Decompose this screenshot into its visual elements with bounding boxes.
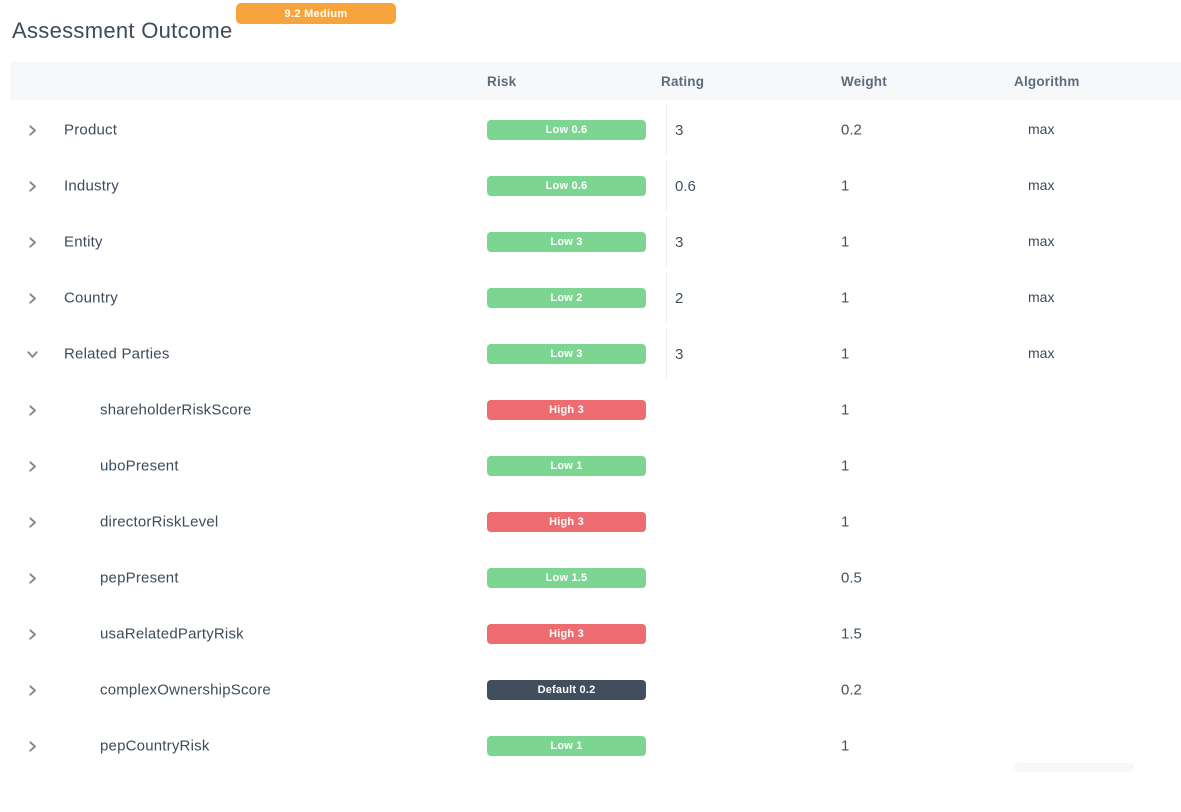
row-label: Related Parties [64,345,170,363]
column-header-weight: Weight [841,73,887,89]
rating-cell [666,385,786,435]
rating-value: 0.6 [675,177,696,195]
table-row[interactable]: Product Low 0.6 3 0.2 max [0,102,1181,158]
chevron-right-icon[interactable] [24,458,40,474]
weight-value: 0.2 [841,121,862,139]
table-row[interactable]: Country Low 2 2 1 max [0,270,1181,326]
row-label: directorRiskLevel [100,513,219,531]
row-label: Country [64,289,118,307]
row-label: complexOwnershipScore [100,681,271,699]
algorithm-value: max [1028,289,1055,306]
table-row[interactable]: complexOwnershipScore Default 0.2 0.2 [0,662,1181,718]
weight-value: 1 [841,177,850,195]
weight-value: 1 [841,345,850,363]
weight-value: 1 [841,233,850,251]
weight-value: 1 [841,737,850,755]
weight-value: 1.5 [841,625,862,643]
rating-cell [666,497,786,547]
algorithm-value: max [1028,177,1055,194]
risk-pill: Low 0.6 [487,120,646,140]
table-row[interactable]: Industry Low 0.6 0.6 1 max [0,158,1181,214]
page-header: Assessment Outcome [12,16,233,46]
row-label: usaRelatedPartyRisk [100,625,244,643]
rating-cell [666,441,786,491]
risk-pill: Default 0.2 [487,680,646,700]
chevron-right-icon[interactable] [24,122,40,138]
rating-value: 3 [675,121,684,139]
risk-pill: High 3 [487,624,646,644]
row-label: Product [64,121,118,139]
table-header: Risk Rating Weight Algorithm [10,62,1181,100]
algorithm-value: max [1028,345,1055,362]
table-row[interactable]: shareholderRiskScore High 3 1 [0,382,1181,438]
algorithm-value: max [1028,121,1055,138]
rating-cell [666,609,786,659]
row-label: shareholderRiskScore [100,401,252,419]
table-row[interactable]: pepPresent Low 1.5 0.5 [0,550,1181,606]
chevron-right-icon[interactable] [24,682,40,698]
row-label: uboPresent [100,457,179,475]
faint-panel-edge [1014,763,1134,772]
rating-value: 3 [675,345,684,363]
rating-cell [666,721,786,771]
chevron-right-icon[interactable] [24,626,40,642]
risk-pill: Low 3 [487,232,646,252]
rating-cell [666,553,786,603]
chevron-right-icon[interactable] [24,234,40,250]
table-row[interactable]: uboPresent Low 1 1 [0,438,1181,494]
row-label: Entity [64,233,103,251]
risk-pill: Low 1 [487,456,646,476]
table-row[interactable]: usaRelatedPartyRisk High 3 1.5 [0,606,1181,662]
weight-value: 1 [841,513,850,531]
rating-cell: 3 [666,329,786,379]
weight-value: 0.2 [841,681,862,699]
chevron-right-icon[interactable] [24,290,40,306]
algorithm-value: max [1028,233,1055,250]
chevron-down-icon[interactable] [24,346,40,362]
rating-value: 2 [675,289,684,307]
risk-pill: Low 1.5 [487,568,646,588]
rating-cell: 3 [666,105,786,155]
rating-cell [666,665,786,715]
row-label: pepCountryRisk [100,737,210,755]
column-header-rating: Rating [661,73,705,89]
table-row[interactable]: Entity Low 3 3 1 max [0,214,1181,270]
risk-pill: High 3 [487,512,646,532]
chevron-right-icon[interactable] [24,738,40,754]
weight-value: 1 [841,401,850,419]
chevron-right-icon[interactable] [24,402,40,418]
table-row[interactable]: directorRiskLevel High 3 1 [0,494,1181,550]
risk-pill: Low 2 [487,288,646,308]
rating-cell: 0.6 [666,161,786,211]
rating-value: 3 [675,233,684,251]
table-row[interactable]: pepCountryRisk Low 1 1 [0,718,1181,774]
risk-pill: Low 1 [487,736,646,756]
weight-value: 0.5 [841,569,862,587]
column-header-algorithm: Algorithm [1014,73,1080,89]
status-badge: 9.2 Medium [236,3,396,24]
assessment-table-body: Product Low 0.6 3 0.2 max Industry Low 0… [0,102,1181,774]
rating-cell: 3 [666,217,786,267]
risk-pill: Low 3 [487,344,646,364]
chevron-right-icon[interactable] [24,178,40,194]
risk-pill: High 3 [487,400,646,420]
chevron-right-icon[interactable] [24,514,40,530]
chevron-right-icon[interactable] [24,570,40,586]
page-title: Assessment Outcome [12,18,233,43]
rating-cell: 2 [666,273,786,323]
row-label: Industry [64,177,119,195]
column-header-risk: Risk [487,73,517,89]
risk-pill: Low 0.6 [487,176,646,196]
table-row[interactable]: Related Parties Low 3 3 1 max [0,326,1181,382]
weight-value: 1 [841,289,850,307]
row-label: pepPresent [100,569,179,587]
weight-value: 1 [841,457,850,475]
